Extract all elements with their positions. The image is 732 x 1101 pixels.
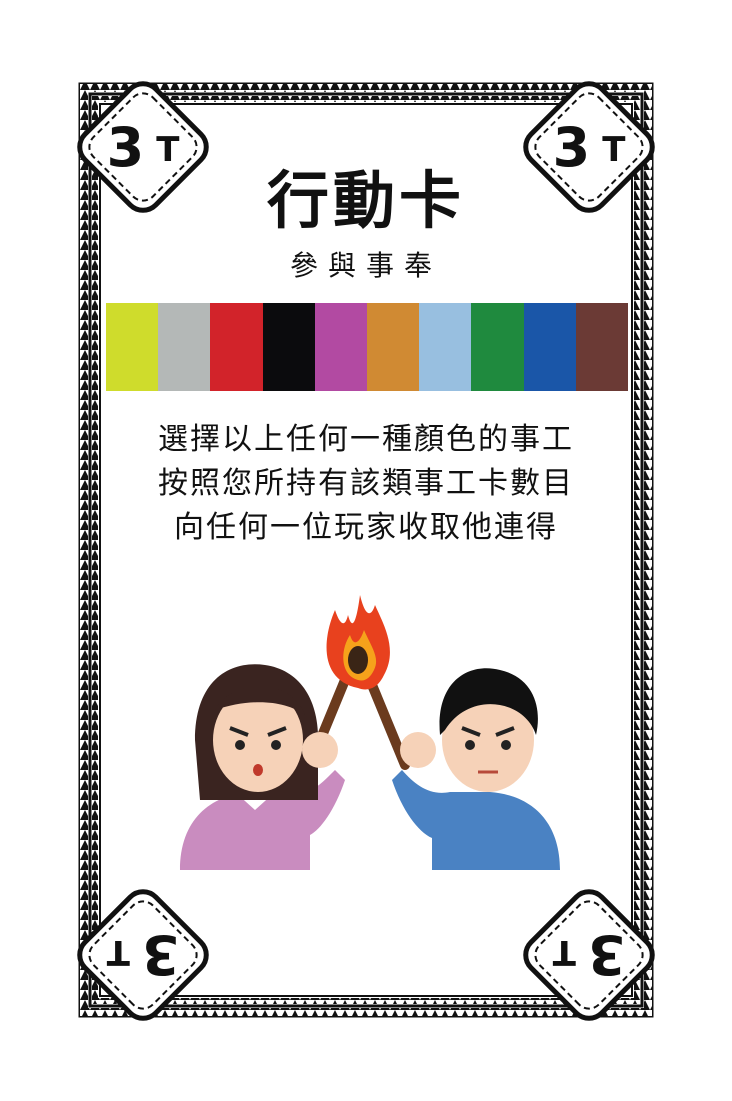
corner-frame-icon — [77, 81, 209, 213]
color-swatch-1 — [106, 303, 159, 391]
corner-unit: T — [156, 130, 180, 170]
man-figure-icon — [392, 668, 560, 870]
corner-unit: T — [602, 130, 626, 170]
card-subtitle: 參與事奉 — [289, 249, 442, 282]
corner-badge-bottom-right: 3 T — [514, 880, 664, 1030]
corner-number: 3 — [141, 923, 180, 987]
color-swatch-7 — [419, 303, 472, 391]
torch-right-icon — [365, 675, 410, 770]
color-swatch-6 — [367, 303, 420, 391]
woman-figure-icon — [180, 664, 345, 870]
color-swatches — [106, 303, 629, 391]
corner-badge-bottom-left: 3 T — [68, 880, 218, 1030]
corner-frame-icon — [523, 889, 655, 1021]
card-title: 行動卡 — [266, 164, 465, 237]
card-description: 選擇以上任何一種顏色的事工 按照您所持有該類事工卡數目 向任何一位玩家收取他連得 — [0, 418, 732, 550]
corner-badge-top-right: 3 T — [514, 72, 664, 222]
corner-frame-icon — [77, 889, 209, 1021]
corner-number: 3 — [587, 923, 626, 987]
color-swatch-9 — [523, 303, 576, 391]
corner-unit: T — [106, 932, 130, 972]
corner-badge-top-left: 3 T — [68, 72, 218, 222]
corner-unit: T — [552, 932, 576, 972]
color-swatch-8 — [471, 303, 524, 391]
description-line-2: 按照您所持有該類事工卡數目 — [158, 466, 574, 501]
torch-illustration — [180, 595, 560, 870]
corner-number: 3 — [106, 115, 145, 179]
color-swatch-2 — [158, 303, 211, 391]
description-line-1: 選擇以上任何一種顏色的事工 — [158, 422, 574, 457]
color-swatch-10 — [575, 303, 629, 391]
corner-frame-icon — [523, 81, 655, 213]
color-swatch-3 — [210, 303, 263, 391]
description-line-3: 向任何一位玩家收取他連得 — [174, 510, 558, 545]
color-swatch-5 — [314, 303, 368, 391]
color-swatch-4 — [262, 303, 315, 391]
corner-number: 3 — [552, 115, 591, 179]
flame-icon — [326, 595, 390, 690]
